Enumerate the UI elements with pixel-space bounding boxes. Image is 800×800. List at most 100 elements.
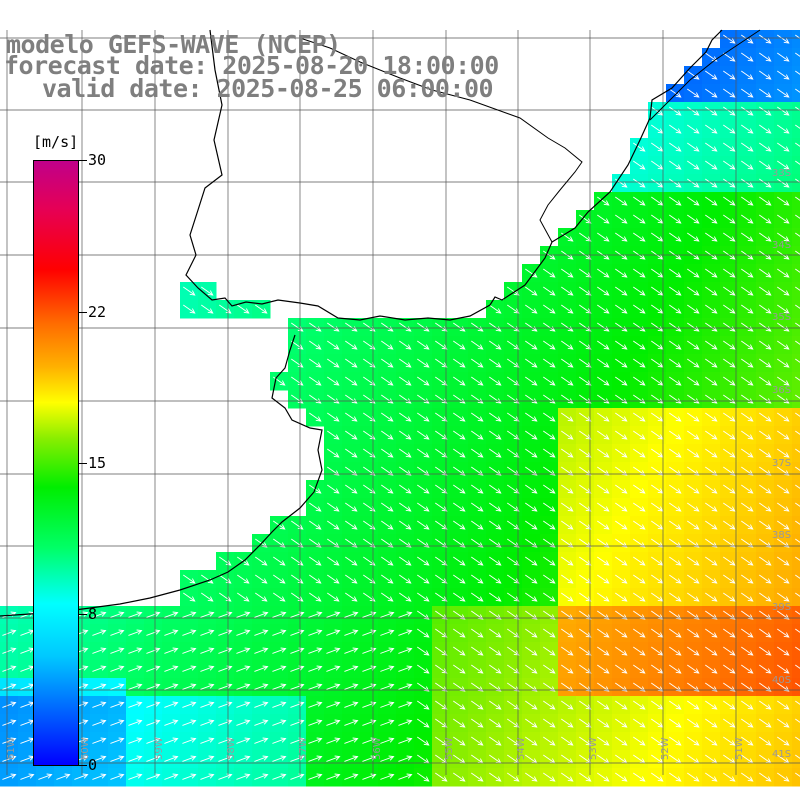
wind-arrow (669, 718, 682, 728)
wind-arrow (579, 286, 592, 296)
wind-arrow (453, 736, 466, 746)
wind-arrow (309, 358, 322, 368)
wind-arrow (236, 701, 251, 708)
wind-arrow (398, 683, 413, 690)
wind-arrow (741, 88, 754, 98)
wind-arrow (795, 250, 800, 255)
wind-speed-cell (792, 642, 800, 661)
wind-arrow (543, 772, 556, 782)
wind-arrow (597, 286, 610, 296)
wind-arrow (435, 502, 448, 512)
wind-arrow (615, 340, 628, 350)
wind-arrow (777, 358, 790, 368)
wind-arrow (417, 448, 430, 458)
wind-arrow (399, 502, 412, 512)
longitude-label: 52W (660, 737, 671, 760)
wind-arrow (146, 611, 161, 618)
wind-arrow (741, 646, 754, 656)
wind-arrow (435, 358, 448, 368)
wind-arrow (705, 520, 718, 530)
wind-arrow (273, 592, 286, 602)
wind-arrow (453, 646, 466, 656)
wind-arrow (146, 665, 161, 672)
wind-arrow (543, 286, 556, 296)
wind-arrow (633, 286, 646, 296)
wind-arrow (777, 52, 790, 62)
wind-arrow (326, 737, 341, 744)
wind-arrow (327, 574, 340, 584)
wind-arrow (741, 592, 754, 602)
wind-arrow (525, 646, 538, 656)
wind-arrow (380, 629, 395, 636)
latitude-label: 36S (772, 385, 791, 396)
wind-arrow (507, 718, 520, 728)
wind-arrow (327, 448, 340, 458)
wind-arrow (471, 574, 484, 584)
longitude-label: 59W (154, 737, 165, 760)
wind-arrow (597, 736, 610, 746)
wind-arrow (723, 268, 736, 278)
wind-speed-cell (792, 372, 800, 391)
wind-arrow (579, 502, 592, 512)
wind-arrow (561, 394, 574, 404)
wind-arrow (345, 484, 358, 494)
wind-speed-cell (792, 408, 800, 427)
wind-arrow (201, 304, 214, 314)
wind-arrow (759, 718, 772, 728)
wind-arrow (561, 574, 574, 584)
wind-arrow (489, 592, 502, 602)
wind-arrow (128, 755, 143, 762)
wind-arrow (507, 430, 520, 440)
wind-arrow (110, 773, 125, 780)
wind-arrow (327, 358, 340, 368)
wind-arrow (255, 592, 268, 602)
wind-arrow (164, 611, 179, 618)
wind-arrow (309, 556, 322, 566)
wind-arrow (507, 358, 520, 368)
wind-arrow (146, 647, 161, 654)
wind-arrow (795, 772, 800, 777)
wind-arrow (795, 754, 800, 759)
wind-arrow (723, 70, 736, 80)
wind-arrow (110, 611, 125, 618)
wind-arrow (579, 646, 592, 656)
wind-arrow (110, 683, 125, 690)
wind-arrow (687, 718, 700, 728)
wind-arrow (687, 430, 700, 440)
wind-arrow (795, 592, 800, 597)
wind-arrow (579, 358, 592, 368)
wind-arrow (579, 394, 592, 404)
wind-arrow (543, 556, 556, 566)
wind-arrow (615, 268, 628, 278)
wind-arrow (795, 268, 800, 273)
wind-arrow (255, 556, 268, 566)
wind-arrow (417, 772, 430, 782)
wind-arrow (687, 700, 700, 710)
wind-arrow (633, 358, 646, 368)
wind-arrow (507, 394, 520, 404)
wind-arrow (687, 556, 700, 566)
wind-arrow (795, 664, 800, 669)
wind-arrow (597, 340, 610, 350)
wind-speed-cell (792, 660, 800, 679)
wind-arrow (741, 736, 754, 746)
wind-arrow (380, 737, 395, 744)
wind-arrow (398, 719, 413, 726)
wind-arrow (777, 772, 790, 782)
wind-arrow (795, 466, 800, 471)
wind-arrow (453, 430, 466, 440)
wind-arrow (344, 755, 359, 762)
wind-arrow (597, 592, 610, 602)
wind-arrow (435, 376, 448, 386)
wind-arrow (723, 196, 736, 206)
wind-arrow (164, 701, 179, 708)
wind-arrow (344, 773, 359, 780)
wind-arrow (669, 376, 682, 386)
wind-arrow (380, 683, 395, 690)
wind-arrow (237, 304, 250, 314)
wind-speed-cell (792, 264, 800, 283)
wind-arrow (543, 430, 556, 440)
wind-arrow (327, 484, 340, 494)
wind-speed-cell (792, 84, 800, 103)
wind-arrow (326, 701, 341, 708)
